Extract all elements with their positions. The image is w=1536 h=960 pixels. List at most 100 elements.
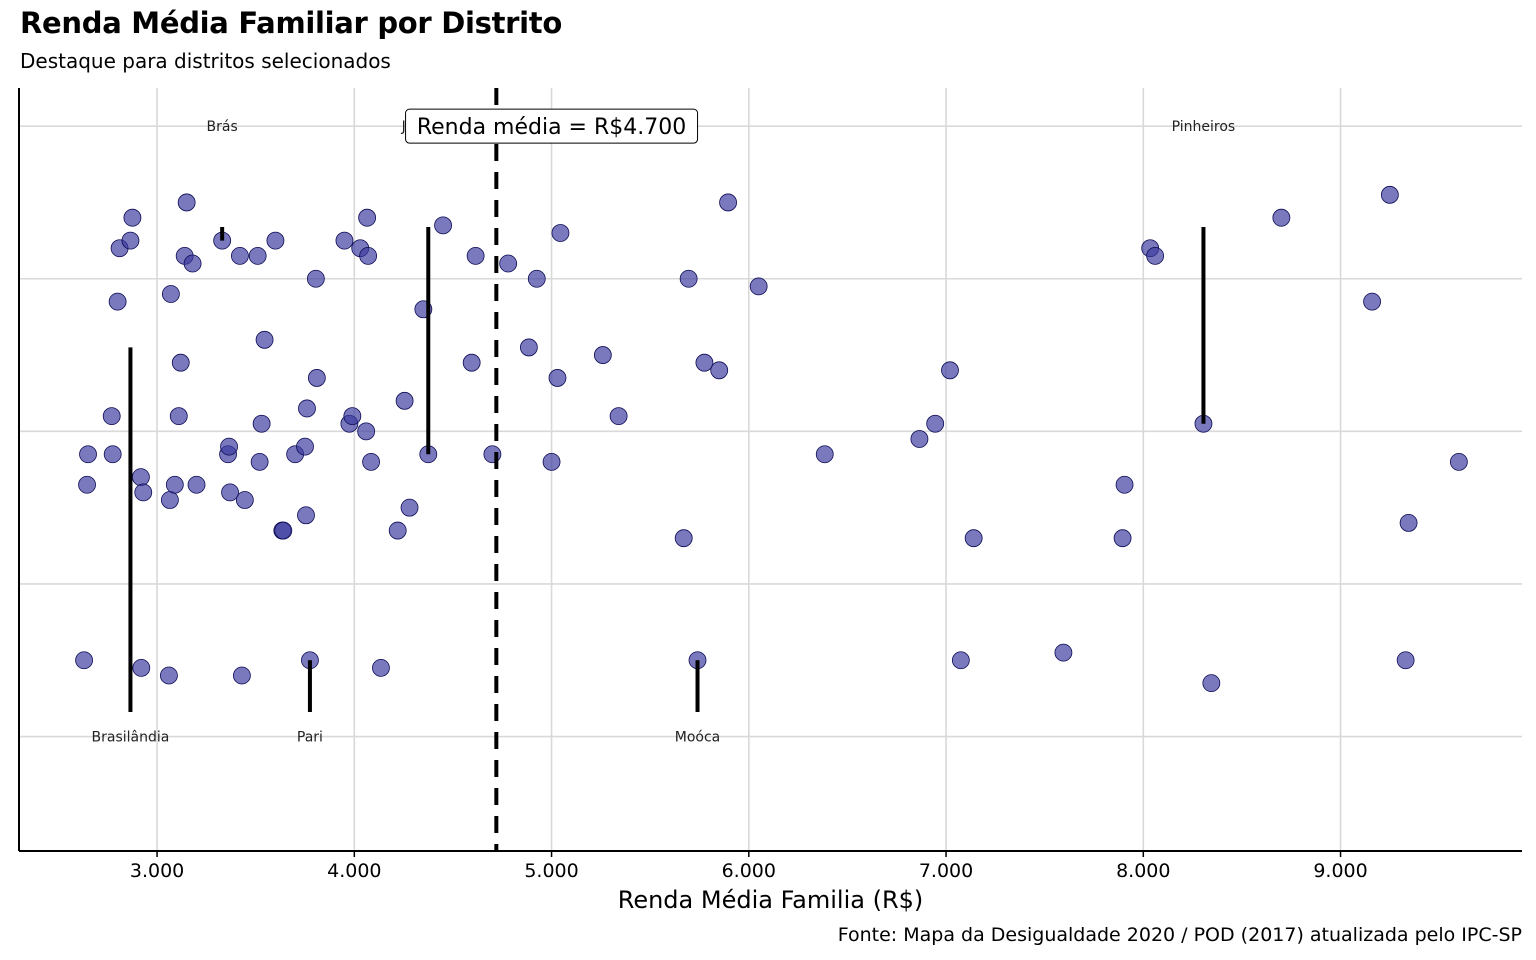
data-point — [400, 498, 419, 517]
mean-label-text: Renda média = R$4.700 — [417, 115, 686, 140]
chart-title: Renda Média Familiar por Distrito — [20, 6, 562, 40]
axis-layer: 3.000 4.000 5.000 6.000 7.000 8.000 9.000 Renda… — [18, 88, 1522, 914]
data-point — [1146, 246, 1165, 265]
data-point — [941, 361, 959, 380]
data-point — [815, 445, 834, 464]
scatter-chart: BrásJaguaraPinheirosBrasilândiaPariMoóca… — [18, 88, 1522, 914]
data-point — [710, 361, 729, 380]
data-point — [1115, 475, 1134, 494]
district-label: Pinheiros — [1172, 119, 1236, 135]
data-point — [910, 430, 929, 448]
data-point — [297, 506, 315, 525]
data-point — [335, 231, 354, 250]
data-point — [519, 338, 538, 357]
data-point — [1449, 452, 1468, 471]
district-label: Brás — [207, 119, 238, 135]
data-point — [221, 483, 239, 502]
data-point — [121, 231, 140, 250]
data-point — [306, 269, 325, 288]
data-point — [749, 277, 768, 296]
data-point — [695, 353, 714, 372]
data-point — [1113, 529, 1132, 548]
annotation-layer: BrásJaguaraPinheirosBrasilândiaPariMoóca… — [92, 88, 1236, 851]
data-point — [123, 208, 142, 227]
data-point — [362, 452, 380, 471]
data-point — [232, 666, 251, 685]
x-tick-label: 3.000 — [130, 860, 184, 882]
data-point — [499, 254, 518, 273]
data-point — [307, 369, 326, 387]
data-point — [359, 246, 378, 265]
district-label: Brasilândia — [92, 730, 170, 746]
data-point — [951, 651, 970, 670]
x-tick-label: 9.000 — [1313, 860, 1367, 882]
point-layer — [75, 185, 1468, 693]
data-point — [527, 269, 546, 288]
data-point — [187, 475, 206, 494]
data-point — [266, 231, 285, 250]
data-point — [102, 407, 121, 425]
data-point — [177, 193, 196, 212]
data-point — [252, 414, 271, 433]
data-point — [296, 437, 314, 456]
data-point — [674, 529, 693, 548]
data-point — [161, 285, 180, 303]
data-point — [160, 666, 178, 685]
x-tick-label: 6.000 — [722, 860, 776, 882]
data-point — [79, 445, 97, 464]
data-point — [274, 521, 293, 540]
data-point — [388, 521, 407, 540]
data-point — [551, 224, 570, 242]
data-point — [220, 437, 238, 456]
chart-caption: Fonte: Mapa da Desigualdade 2020 / POD (… — [837, 924, 1522, 946]
data-point — [165, 475, 184, 494]
data-point — [964, 529, 983, 548]
data-point — [1054, 643, 1073, 662]
data-point — [134, 483, 153, 502]
data-point — [542, 452, 561, 471]
data-point — [78, 475, 96, 494]
data-point — [132, 658, 151, 677]
data-point — [926, 414, 945, 433]
data-point — [483, 445, 502, 464]
data-point — [250, 452, 269, 471]
data-point — [1272, 208, 1291, 227]
data-point — [183, 254, 202, 273]
district-label: Moóca — [675, 730, 721, 746]
data-point — [160, 491, 179, 509]
data-point — [358, 208, 377, 227]
data-point — [609, 407, 628, 425]
data-point — [75, 651, 93, 670]
data-point — [235, 491, 254, 509]
data-point — [466, 246, 485, 265]
data-point — [169, 407, 188, 425]
data-point — [357, 422, 376, 441]
data-point — [1380, 185, 1399, 204]
data-point — [548, 369, 567, 387]
x-tick-label: 5.000 — [524, 860, 578, 882]
data-point — [1399, 514, 1418, 532]
grid-layer — [19, 88, 1522, 851]
data-point — [231, 246, 249, 265]
data-point — [103, 445, 122, 464]
data-point — [434, 216, 452, 235]
data-point — [462, 353, 481, 372]
data-point — [298, 399, 316, 418]
data-point — [131, 468, 150, 487]
x-tick-label: 4.000 — [327, 860, 381, 882]
data-point — [1363, 292, 1381, 311]
district-label: Pari — [297, 730, 323, 746]
data-point — [248, 246, 267, 265]
data-point — [108, 292, 127, 311]
data-point — [1396, 651, 1415, 670]
data-point — [255, 330, 274, 349]
x-axis-title: Renda Média Familia (R$) — [618, 886, 924, 914]
data-point — [719, 193, 737, 212]
data-point — [395, 391, 414, 410]
data-point — [593, 346, 612, 364]
data-point — [171, 353, 190, 372]
data-point — [1202, 674, 1221, 693]
chart-subtitle: Destaque para distritos selecionados — [20, 49, 391, 73]
mean-label-box — [405, 108, 699, 144]
x-tick-label: 7.000 — [919, 860, 973, 882]
